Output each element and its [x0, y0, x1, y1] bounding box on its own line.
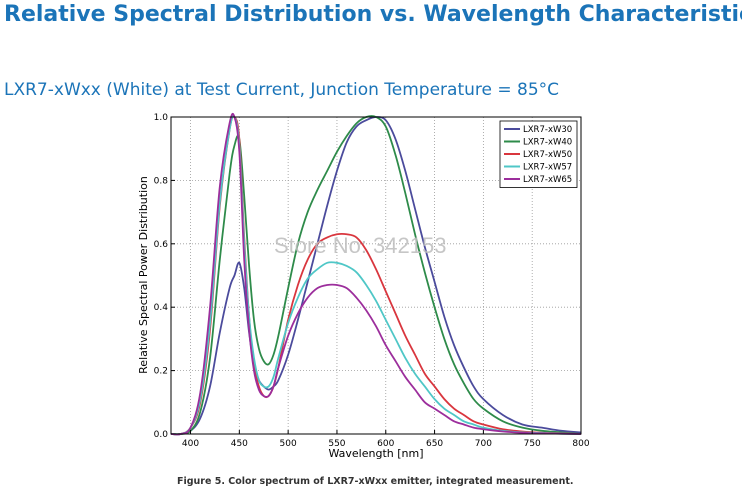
x-tick-label: 400: [182, 439, 199, 449]
legend-entry: LXR7-xW30: [523, 125, 572, 135]
page-title: Relative Spectral Distribution vs. Wavel…: [4, 2, 742, 27]
x-tick-label: 800: [572, 439, 589, 449]
y-tick-label: 1.0: [154, 113, 169, 123]
x-tick-label: 500: [280, 439, 297, 449]
tick-layer: 400 450 500 550 600 650 700 750 800 0.0 0.2 0.4 0.6 0…: [154, 113, 590, 449]
page-subtitle: LXR7-xWxx (White) at Test Current, Junct…: [4, 80, 560, 100]
watermark-text: Store No: 342153: [274, 233, 447, 258]
series-line-lxr7-xw57: [170, 114, 582, 436]
legend-entry: LXR7-xW40: [523, 138, 572, 148]
plot-frame: [170, 116, 582, 435]
x-tick-label: 750: [524, 439, 541, 449]
legend-entry: LXR7-xW50: [523, 150, 572, 160]
x-tick-label: 550: [328, 439, 345, 449]
y-tick-label: 0.6: [154, 240, 169, 250]
series-line-lxr7-xw30: [170, 116, 582, 436]
x-axis-label: Wavelength [nm]: [328, 447, 423, 460]
y-tick-label: 0.2: [154, 367, 168, 377]
figure-caption: Figure 5. Color spectrum of LXR7-xWxx em…: [177, 476, 574, 487]
legend: LXR7-xW30 LXR7-xW40 LXR7-xW50 LXR7-xW57 LXR7…: [499, 120, 578, 188]
x-tick-label: 450: [231, 439, 248, 449]
x-tick-label: 600: [377, 439, 394, 449]
y-tick-label: 0.8: [154, 176, 169, 186]
legend-entry: LXR7-xW57: [523, 163, 572, 173]
series-line-lxr7-xw40: [170, 115, 582, 436]
grid-layer: [171, 117, 581, 434]
series-layer: [170, 112, 582, 436]
legend-entry: LXR7-xW65: [523, 175, 572, 185]
x-tick-label: 650: [426, 439, 443, 449]
y-axis-label: Relative Spectral Power Distribution: [137, 176, 150, 374]
y-tick-label: 0.0: [154, 430, 169, 440]
x-tick-label: 700: [475, 439, 492, 449]
series-line-lxr7-xw65: [170, 112, 582, 436]
y-tick-label: 0.4: [154, 303, 169, 313]
